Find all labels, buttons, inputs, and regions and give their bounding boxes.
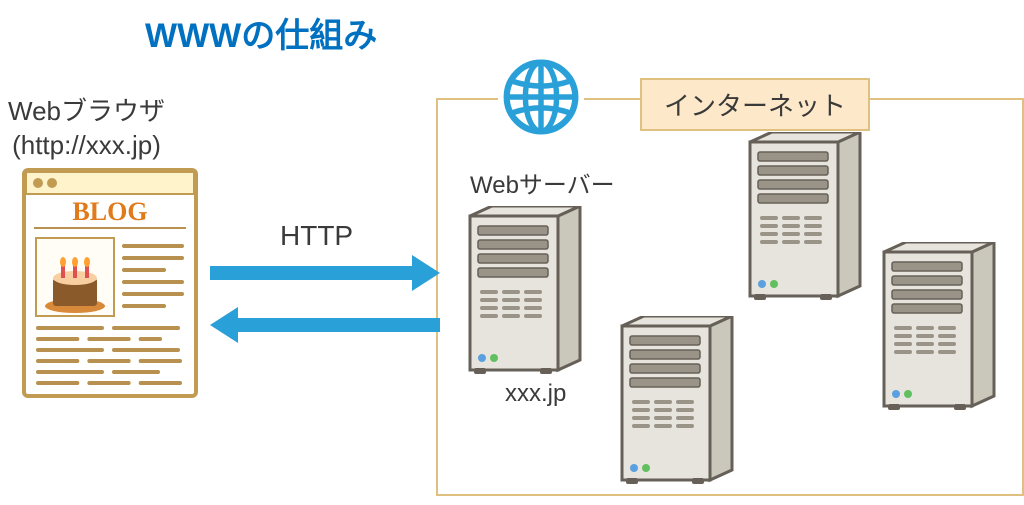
globe-icon — [498, 58, 584, 141]
internet-label: インターネット — [640, 78, 870, 131]
arrows-svg — [210, 255, 440, 343]
http-arrows — [210, 255, 440, 348]
svg-text:BLOG: BLOG — [72, 197, 147, 226]
browser-svg: BLOG — [22, 168, 198, 398]
browser-illustration: BLOG — [22, 168, 198, 403]
server-3 — [620, 316, 738, 493]
server-2 — [748, 132, 866, 309]
browser-label-line2: (http://xxx.jp) — [12, 130, 161, 160]
server-1 — [468, 206, 586, 383]
globe-svg — [502, 58, 580, 136]
browser-label-line1: Webブラウザ — [8, 96, 165, 126]
browser-label: Webブラウザ (http://xxx.jp) — [8, 95, 165, 163]
webserver-label: Webサーバー — [470, 170, 615, 201]
diagram-title: WWWの仕組み — [145, 8, 377, 57]
server-4 — [882, 242, 1000, 419]
http-label: HTTP — [280, 218, 353, 254]
